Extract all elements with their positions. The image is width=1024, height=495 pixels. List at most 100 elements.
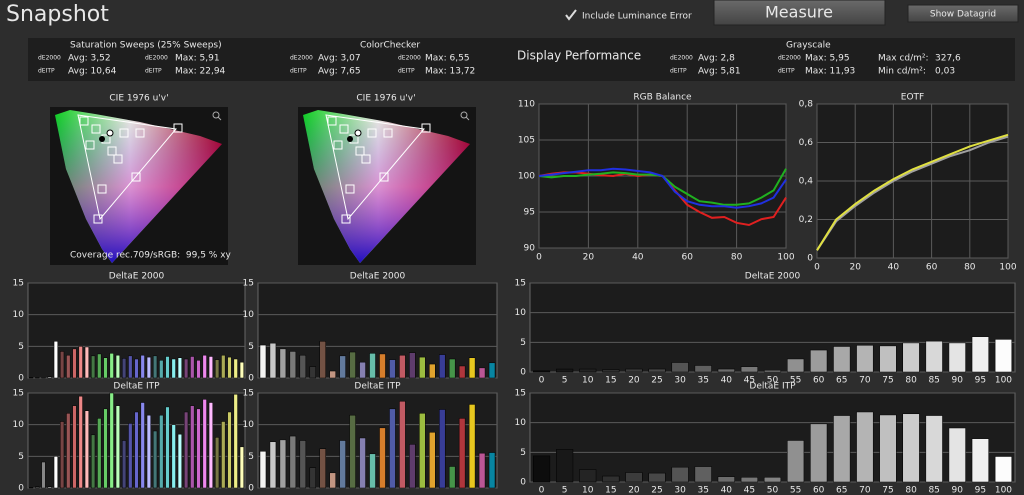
x-tick-label: 100	[995, 486, 1012, 495]
bar	[379, 427, 386, 489]
y-tick-label: 0	[248, 374, 254, 384]
chart-title: RGB Balance	[633, 93, 692, 103]
bar	[902, 342, 920, 373]
cie-diagram	[297, 106, 477, 266]
bar	[925, 415, 943, 483]
metric-value: 327,6	[935, 54, 961, 64]
bar	[84, 346, 90, 379]
bar	[35, 486, 40, 489]
y-tick-label: 0,8	[799, 100, 814, 110]
bar	[879, 414, 897, 483]
bar	[810, 423, 828, 483]
measure-label[interactable]: Measure	[765, 3, 833, 22]
bar	[419, 356, 426, 379]
x-tick-label: 70	[859, 376, 871, 386]
measure-button[interactable]	[713, 0, 886, 26]
cie-diagram	[49, 106, 229, 266]
bar	[208, 356, 214, 379]
bar	[97, 418, 102, 489]
y-tick-label: 0	[807, 254, 813, 264]
datagrid-button[interactable]	[907, 4, 1019, 23]
y-tick-label: 15	[13, 279, 24, 289]
x-tick-label: 65	[836, 486, 847, 495]
bar	[202, 399, 207, 489]
cie-title: CIE 1976 u'v'	[356, 94, 415, 104]
x-tick-label: 100	[999, 263, 1016, 273]
chart-title: DeltaE 2000	[745, 272, 801, 282]
bar	[227, 356, 232, 379]
summary-panel	[28, 38, 1015, 81]
bar	[399, 354, 406, 379]
y-tick-label: 15	[243, 389, 254, 399]
x-tick-label: 60	[813, 376, 825, 386]
y-tick-label: 5	[520, 338, 526, 348]
chart-title: DeltaE 2000	[109, 272, 165, 282]
bar	[309, 467, 317, 489]
bar	[97, 353, 102, 379]
bar	[409, 352, 416, 379]
y-tick-label: 10	[243, 310, 255, 320]
x-tick-label: 60	[681, 253, 693, 263]
bar	[90, 355, 96, 379]
bar	[438, 409, 446, 489]
x-tick-label: 0	[814, 263, 820, 273]
bar	[458, 418, 466, 489]
bar	[90, 434, 96, 489]
display-performance: Display Performance	[517, 49, 641, 63]
x-tick-label: 25	[651, 486, 662, 495]
bar	[648, 368, 666, 373]
x-tick-label: 5	[562, 376, 568, 386]
bar	[279, 439, 287, 489]
datagrid-label[interactable]: Show Datagrid	[930, 10, 996, 20]
bar	[128, 355, 133, 379]
bar	[47, 486, 52, 489]
bar	[925, 340, 943, 373]
x-tick-label: 100	[995, 376, 1012, 386]
y-tick-label: 0,6	[799, 138, 814, 148]
chart-title: DeltaE ITP	[749, 382, 796, 392]
bar	[299, 354, 307, 379]
y-tick-label: 5	[248, 342, 254, 352]
bar	[625, 472, 643, 483]
y-tick-label: 10	[13, 420, 25, 430]
x-tick-label: 80	[905, 486, 917, 495]
bar	[319, 448, 326, 489]
bar	[532, 370, 551, 373]
x-tick-label: 60	[813, 486, 825, 495]
bar	[66, 354, 71, 379]
x-tick-label: 30	[674, 486, 686, 495]
metric-label: dEITP	[398, 68, 415, 75]
bar	[196, 408, 201, 489]
line-series	[816, 135, 1009, 251]
x-tick-label: 20	[628, 376, 640, 386]
bar	[429, 432, 436, 489]
bar	[309, 366, 317, 379]
bar	[994, 339, 1013, 373]
x-tick-label: 20	[849, 263, 861, 273]
x-tick-label: 20	[583, 253, 595, 263]
x-tick-label: 40	[632, 253, 644, 263]
bar	[879, 345, 897, 373]
y-tick-label: 5	[18, 342, 24, 352]
bar	[488, 452, 496, 489]
bar	[994, 456, 1013, 483]
metric-value: Avg: 2,8	[698, 54, 735, 64]
x-tick-label: 35	[697, 376, 708, 386]
bar	[579, 469, 597, 483]
checkbox[interactable]	[565, 9, 577, 21]
metric-label: dEITP	[778, 68, 795, 75]
bar	[269, 342, 277, 379]
metric-label: dE2000	[778, 55, 801, 62]
bar	[468, 357, 476, 379]
x-tick-label: 45	[744, 376, 755, 386]
metric-label: dE2000	[290, 55, 313, 62]
bar	[488, 362, 496, 379]
checkbox-label[interactable]: Include Luminance Error	[582, 12, 692, 22]
bar	[369, 353, 376, 379]
bar	[259, 344, 267, 379]
x-tick-label: 0	[539, 486, 545, 495]
bar	[134, 358, 139, 379]
y-tick-label: 5	[18, 452, 24, 462]
bar	[787, 358, 805, 373]
metric-value: 0,03	[935, 67, 955, 77]
